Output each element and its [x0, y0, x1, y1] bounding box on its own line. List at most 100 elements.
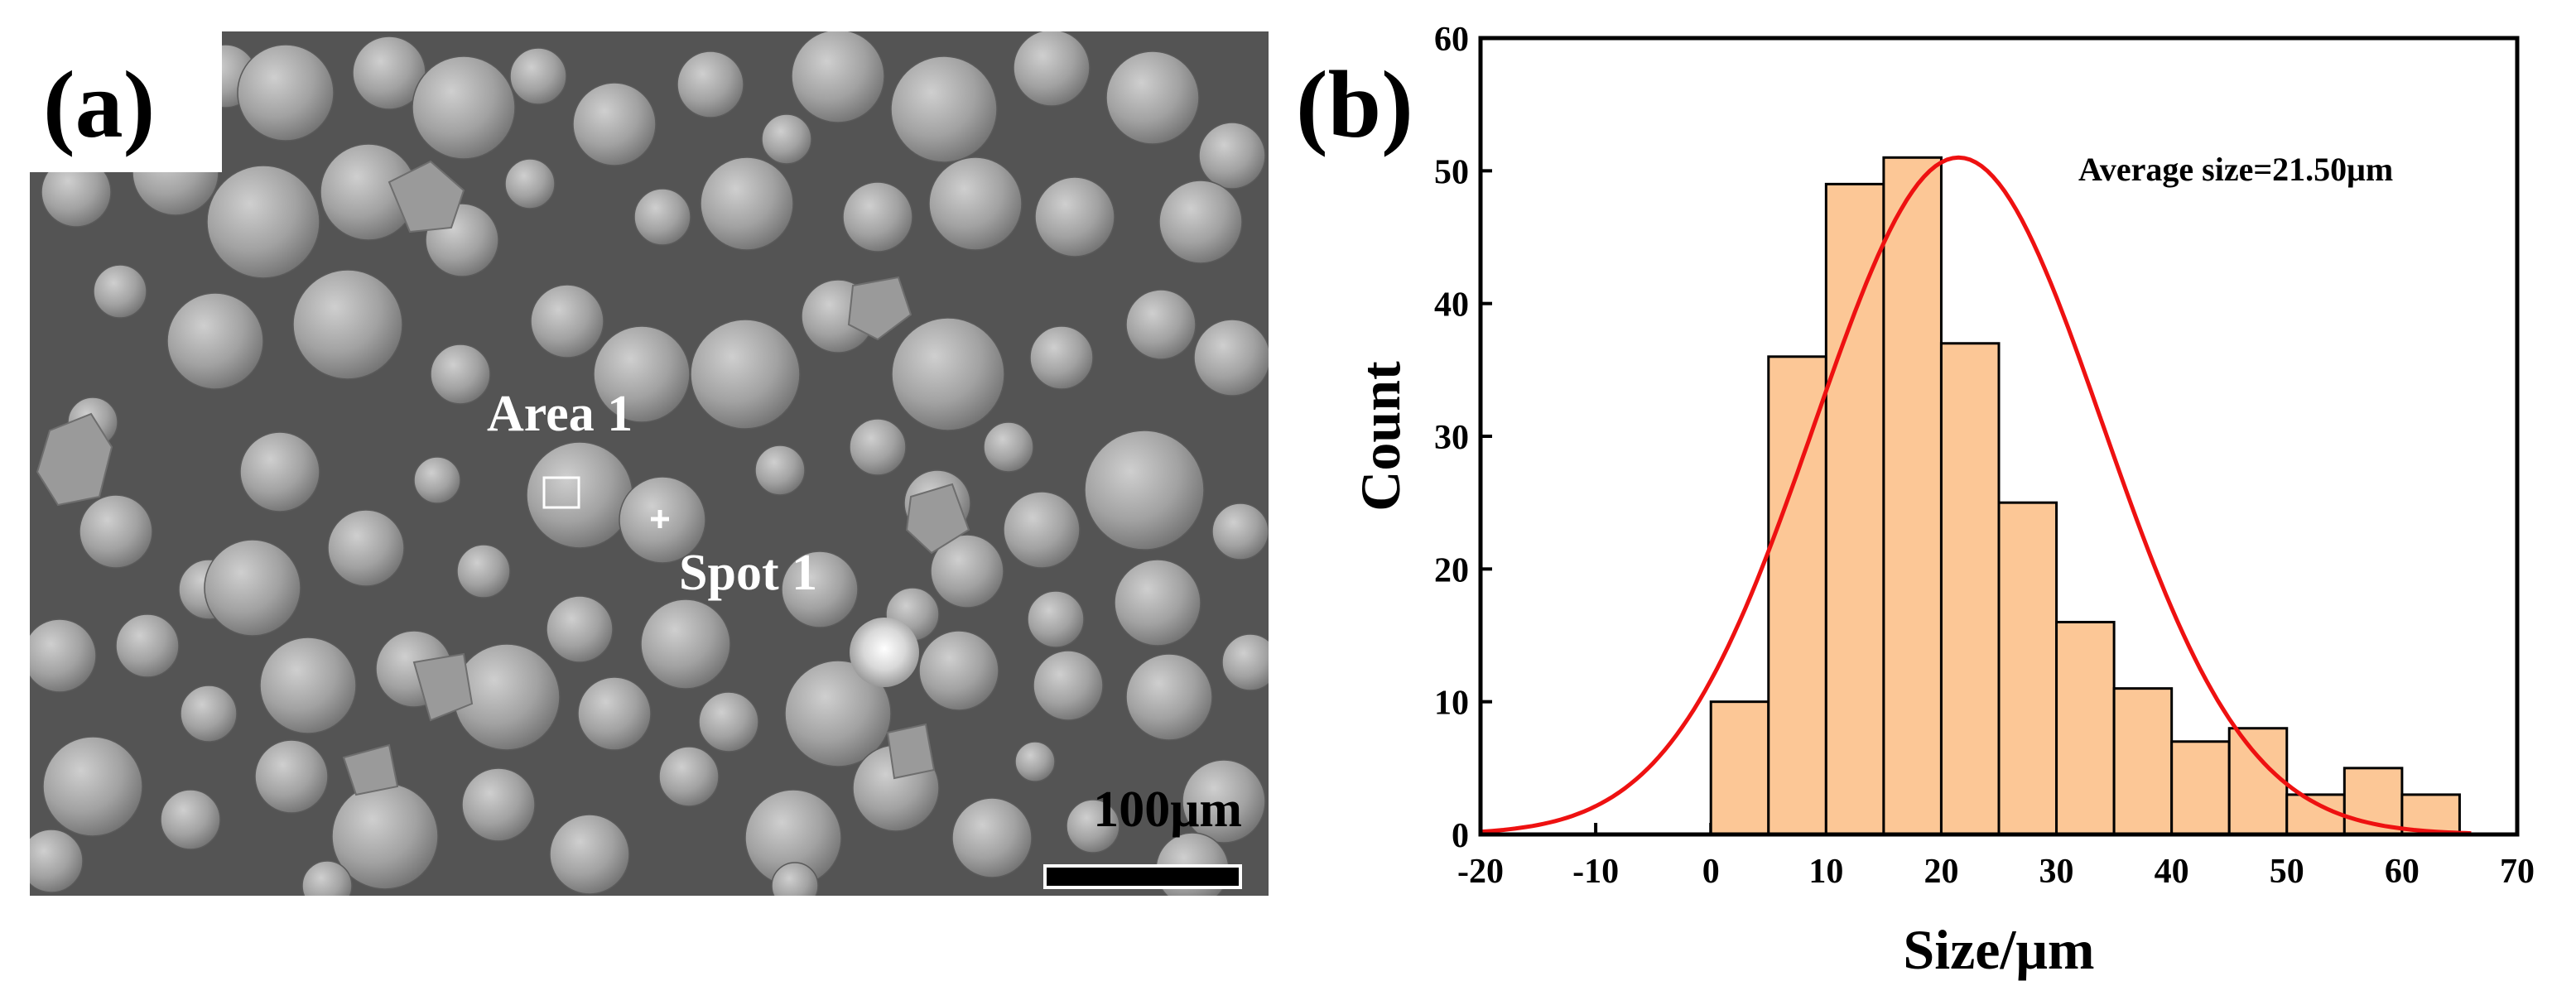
x-tick-label: -20 [1457, 853, 1504, 891]
irregular-particle [342, 743, 399, 796]
powder-particle [850, 618, 919, 687]
powder-particle [700, 156, 794, 251]
x-tick-label: 0 [1702, 853, 1720, 891]
powder-particle [930, 534, 1004, 608]
powder-particle [633, 188, 691, 246]
histogram-bar [1709, 700, 1770, 836]
powder-particle [1013, 31, 1091, 107]
powder-particle [890, 55, 998, 163]
powder-particle [1193, 319, 1269, 397]
sem-image-panel: (a) Area 1 Spot 1 100μm [30, 31, 1269, 896]
powder-particle [1158, 180, 1243, 264]
powder-particle [115, 613, 180, 678]
powder-particle [42, 736, 143, 837]
histogram-chart: 0 10 20 30 40 50 60 -20 -10 0 10 20 30 40 50 60 70 Aver… [1349, 21, 2535, 981]
powder-particle [690, 319, 801, 430]
powder-particle [791, 31, 885, 123]
histogram-bar [1767, 355, 1827, 836]
spot-1-label: Spot 1 [679, 545, 817, 601]
powder-particle [530, 284, 604, 358]
histogram-bar [2400, 793, 2461, 836]
panel-a-label: (a) [43, 52, 155, 158]
powder-particle [677, 50, 744, 118]
powder-particle [1221, 633, 1269, 691]
powder-particle [412, 55, 516, 160]
y-tick-label: 40 [1434, 286, 1469, 325]
x-tick-label: 50 [2270, 853, 2304, 891]
powder-particle [461, 767, 536, 842]
histogram-bar [2170, 740, 2231, 836]
powder-particle [79, 494, 153, 569]
powder-particle [951, 797, 1033, 878]
powder-particle [413, 456, 461, 504]
irregular-particle [905, 483, 970, 555]
powder-particle [1198, 122, 1266, 190]
irregular-particle [388, 160, 465, 233]
x-tick-label: 60 [2385, 853, 2420, 891]
powder-particle [546, 595, 614, 663]
powder-particle [577, 676, 652, 751]
powder-particle [754, 445, 806, 496]
powder-particle [549, 814, 630, 895]
normal-fit-curve [1480, 155, 2472, 836]
powder-particle [658, 746, 720, 807]
powder-particle [206, 165, 320, 279]
panel-b-label: (b) [1296, 52, 1413, 158]
histogram-bar [1997, 501, 2058, 836]
histogram-bar [1882, 156, 1943, 836]
y-tick-label: 30 [1434, 419, 1469, 457]
scale-bar [1043, 864, 1242, 889]
powder-particle [504, 158, 556, 209]
powder-particle [1029, 325, 1094, 390]
powder-particle [1014, 741, 1056, 782]
x-axis-label: Size/μm [1903, 918, 2094, 981]
powder-particle [259, 637, 357, 734]
powder-particle [891, 317, 1005, 431]
powder-particle [1125, 289, 1197, 360]
powder-particle [160, 789, 221, 850]
x-tick-label: 30 [2039, 853, 2074, 891]
powder-particle [1033, 650, 1104, 721]
powder-particle [640, 599, 731, 690]
powder-particle [761, 113, 812, 165]
y-tick-label: 50 [1434, 153, 1469, 191]
powder-particle [301, 860, 353, 896]
powder-particle [1003, 491, 1081, 569]
histogram-bar [1939, 342, 2001, 836]
histogram-bar [2227, 727, 2289, 836]
powder-particle [1125, 653, 1213, 741]
powder-particle [784, 660, 892, 767]
powder-particle [849, 418, 907, 476]
powder-particle [781, 551, 859, 628]
powder-particle [928, 156, 1023, 251]
x-tick-label: 40 [2155, 853, 2189, 891]
spot-1-marker [651, 510, 669, 528]
histogram-bar [2112, 687, 2174, 836]
powder-particle [698, 691, 759, 753]
y-tick-label: 60 [1434, 21, 1469, 59]
powder-particle [180, 685, 238, 743]
powder-particle [1105, 50, 1200, 145]
x-tick-label: -10 [1572, 853, 1619, 891]
histogram-bar [1824, 182, 1885, 836]
powder-particle [983, 421, 1034, 473]
powder-particle [327, 509, 405, 587]
powder-particle [1034, 176, 1115, 257]
powder-particle [30, 829, 84, 893]
powder-particle [1084, 430, 1205, 551]
y-axis-ticks: 0 10 20 30 40 50 60 [1434, 21, 1492, 855]
irregular-particle [36, 412, 113, 507]
powder-particle [254, 739, 329, 814]
x-tick-label: 70 [2500, 853, 2535, 891]
powder-particle [166, 292, 264, 390]
powder-particle [842, 181, 913, 252]
y-tick-label: 20 [1434, 551, 1469, 589]
powder-particle [430, 344, 491, 405]
y-tick-label: 0 [1452, 817, 1469, 855]
powder-particle [239, 431, 320, 512]
powder-particle [1182, 759, 1266, 844]
average-size-annotation: Average size=21.50μm [2078, 151, 2393, 188]
area-1-marker [542, 476, 580, 509]
irregular-particle [847, 276, 912, 341]
